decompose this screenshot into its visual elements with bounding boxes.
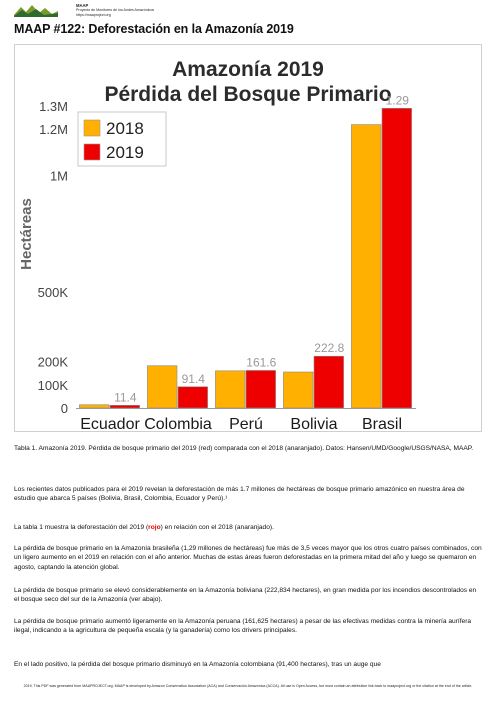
y-tick-label-4: 1M	[50, 169, 68, 184]
x-tick-label-colombia: Colombia	[144, 416, 212, 432]
table-caption: Tabla 1. Amazonía 2019. Pérdida de bosqu…	[14, 445, 474, 452]
paragraph-1: Los recientes datos publicados para el 2…	[14, 486, 465, 503]
bar-colombia-2019	[177, 386, 208, 409]
legend-label-2019: 2019	[106, 143, 144, 162]
x-tick-label-brasil: Brasil	[362, 416, 402, 432]
bar-ecuador-2018	[79, 404, 110, 409]
chart-title: Amazonía 2019	[172, 58, 324, 81]
header-line-3[interactable]: https://maaproject.org	[76, 12, 111, 17]
data-label-brasil: 1.29	[386, 93, 410, 107]
y-tick-label-6: 1.3M	[39, 99, 68, 114]
bar-colombia-2018	[147, 365, 178, 409]
page-footer: 2019. This PDF was generated from MAAPRO…	[23, 684, 473, 688]
y-tick-label-5: 1.2M	[39, 122, 68, 137]
paragraph-3: La pérdida de bosque primario en la Amaz…	[14, 545, 482, 571]
bar-ecuador-2019	[109, 405, 140, 409]
p2-red-word: rojo	[148, 524, 161, 531]
data-label-bolivia: 222.8	[314, 341, 344, 355]
paragraph-6: En el lado positivo, la pérdida del bosq…	[14, 661, 381, 668]
page-header: MAAP Proyecto de Monitoreo de los Andes …	[14, 3, 484, 20]
maap-logo	[14, 5, 58, 17]
legend-swatch-2019	[83, 143, 101, 161]
bar-brasil-2019	[381, 108, 412, 409]
header-line-1: MAAP	[76, 3, 89, 8]
p2-text-b: ) en relación con el 2018 (anaranjado).	[160, 524, 274, 531]
bar-bolivia-2019	[313, 355, 344, 409]
p2-text-a: La tabla 1 muestra la deforestación del …	[14, 524, 149, 531]
bar-bolivia-2018	[283, 371, 314, 409]
data-label-colombia: 91.4	[182, 372, 206, 386]
y-axis-label: Hectáreas	[18, 198, 35, 270]
paragraph-5: La pérdida de bosque primario aumentó li…	[14, 618, 472, 635]
y-tick-label-1: 100K	[38, 378, 69, 393]
bar-perú-2018	[215, 370, 246, 409]
legend-swatch-2018	[83, 119, 101, 137]
x-tick-label-bolivia: Bolivia	[290, 416, 337, 432]
x-tick-label-ecuador: Ecuador	[80, 416, 140, 432]
bar-perú-2019	[245, 370, 276, 409]
chart-subtitle: Pérdida del Bosque Primario	[104, 83, 391, 106]
y-tick-label-3: 500K	[38, 285, 69, 300]
bar-chart: Amazonía 2019 Pérdida del Bosque Primari…	[14, 44, 482, 432]
x-tick-label-perú: Perú	[229, 416, 263, 432]
document-title: MAAP #122: Deforestación en la Amazonía …	[14, 22, 294, 36]
paragraph-2: La tabla 1 muestra la deforestación del …	[14, 523, 482, 532]
bar-brasil-2018	[351, 124, 382, 409]
chart-figure: Amazonía 2019 Pérdida del Bosque Primari…	[14, 44, 482, 432]
paragraph-4: La pérdida de bosque primario se elevó c…	[14, 587, 477, 604]
y-tick-label-0: 0	[61, 401, 68, 416]
header-line-2: Proyecto de Monitoreo de los Andes Amazó…	[76, 8, 155, 13]
data-label-perú: 161.6	[246, 355, 276, 369]
legend-label-2018: 2018	[106, 119, 144, 138]
y-tick-label-2: 200K	[38, 355, 69, 370]
data-label-ecuador: 11.4	[114, 390, 137, 404]
header-text: MAAP Proyecto de Monitoreo de los Andes …	[76, 3, 155, 17]
